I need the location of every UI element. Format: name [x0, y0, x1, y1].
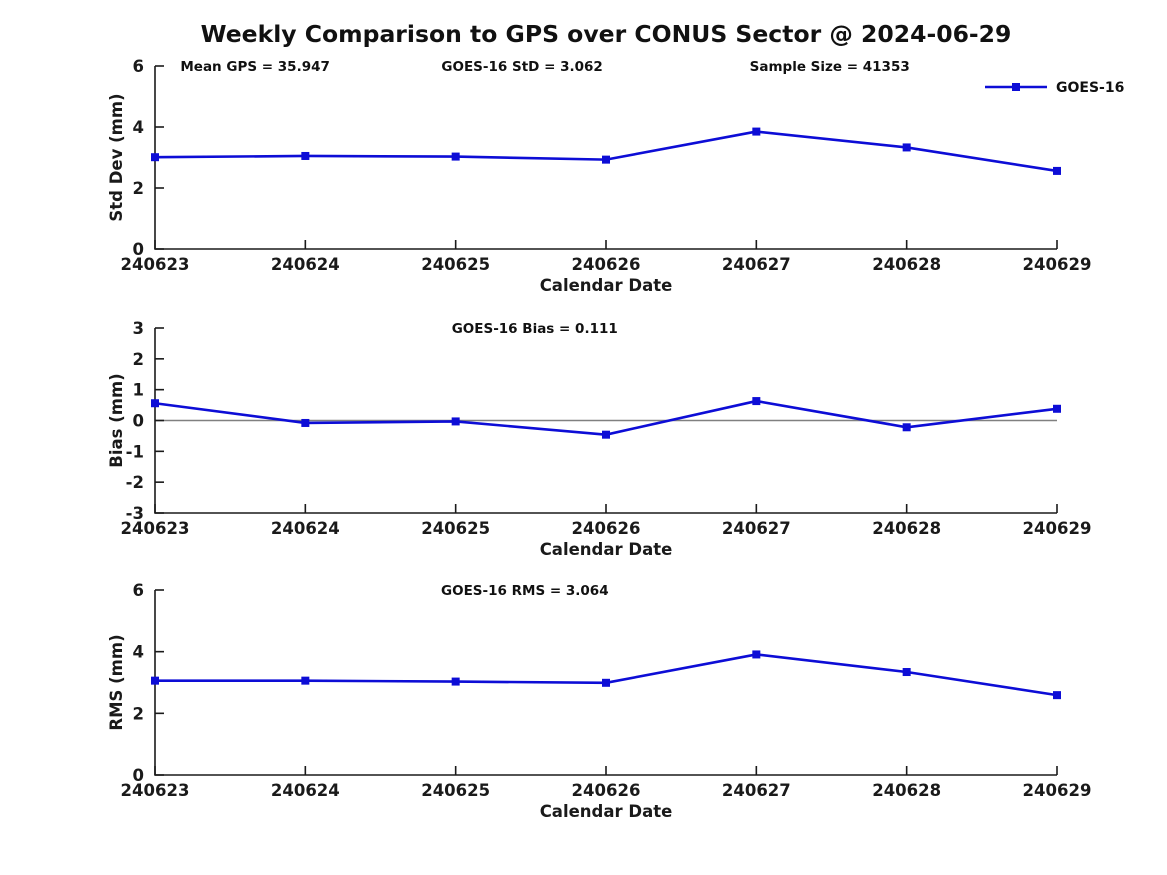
data-point-marker	[301, 151, 310, 160]
data-point-marker	[451, 152, 460, 161]
data-point-marker	[151, 153, 159, 162]
stat-annotation: Sample Size = 41353	[750, 59, 910, 75]
chart-title: Weekly Comparison to GPS over CONUS Sect…	[200, 20, 1012, 48]
x-tick-label: 240624	[271, 255, 340, 274]
legend-label: GOES-16	[1056, 80, 1124, 96]
y-tick-label: 0	[133, 240, 144, 259]
y-tick-label: 6	[133, 57, 144, 76]
x-tick-label: 240629	[1023, 255, 1092, 274]
data-point-marker	[1053, 166, 1061, 175]
y-tick-label: 2	[133, 179, 144, 198]
x-tick-label: 240625	[421, 255, 490, 274]
x-tick-label: 240623	[121, 255, 190, 274]
x-axis-label: Calendar Date	[540, 276, 673, 295]
data-point-marker	[602, 155, 610, 164]
data-point-marker	[752, 127, 761, 136]
stat-annotation: GOES-16 StD = 3.062	[441, 59, 602, 75]
y-tick-label: 4	[133, 118, 144, 137]
x-tick-label: 240627	[722, 255, 791, 274]
data-line	[154, 130, 1058, 173]
y-axis-label: Std Dev (mm)	[107, 93, 126, 221]
legend-marker-sample	[1012, 83, 1020, 91]
x-tick-label: 240628	[872, 255, 941, 274]
data-point-marker	[902, 143, 911, 152]
x-tick-label: 240626	[572, 255, 641, 274]
stat-annotation: Mean GPS = 35.947	[180, 59, 330, 75]
